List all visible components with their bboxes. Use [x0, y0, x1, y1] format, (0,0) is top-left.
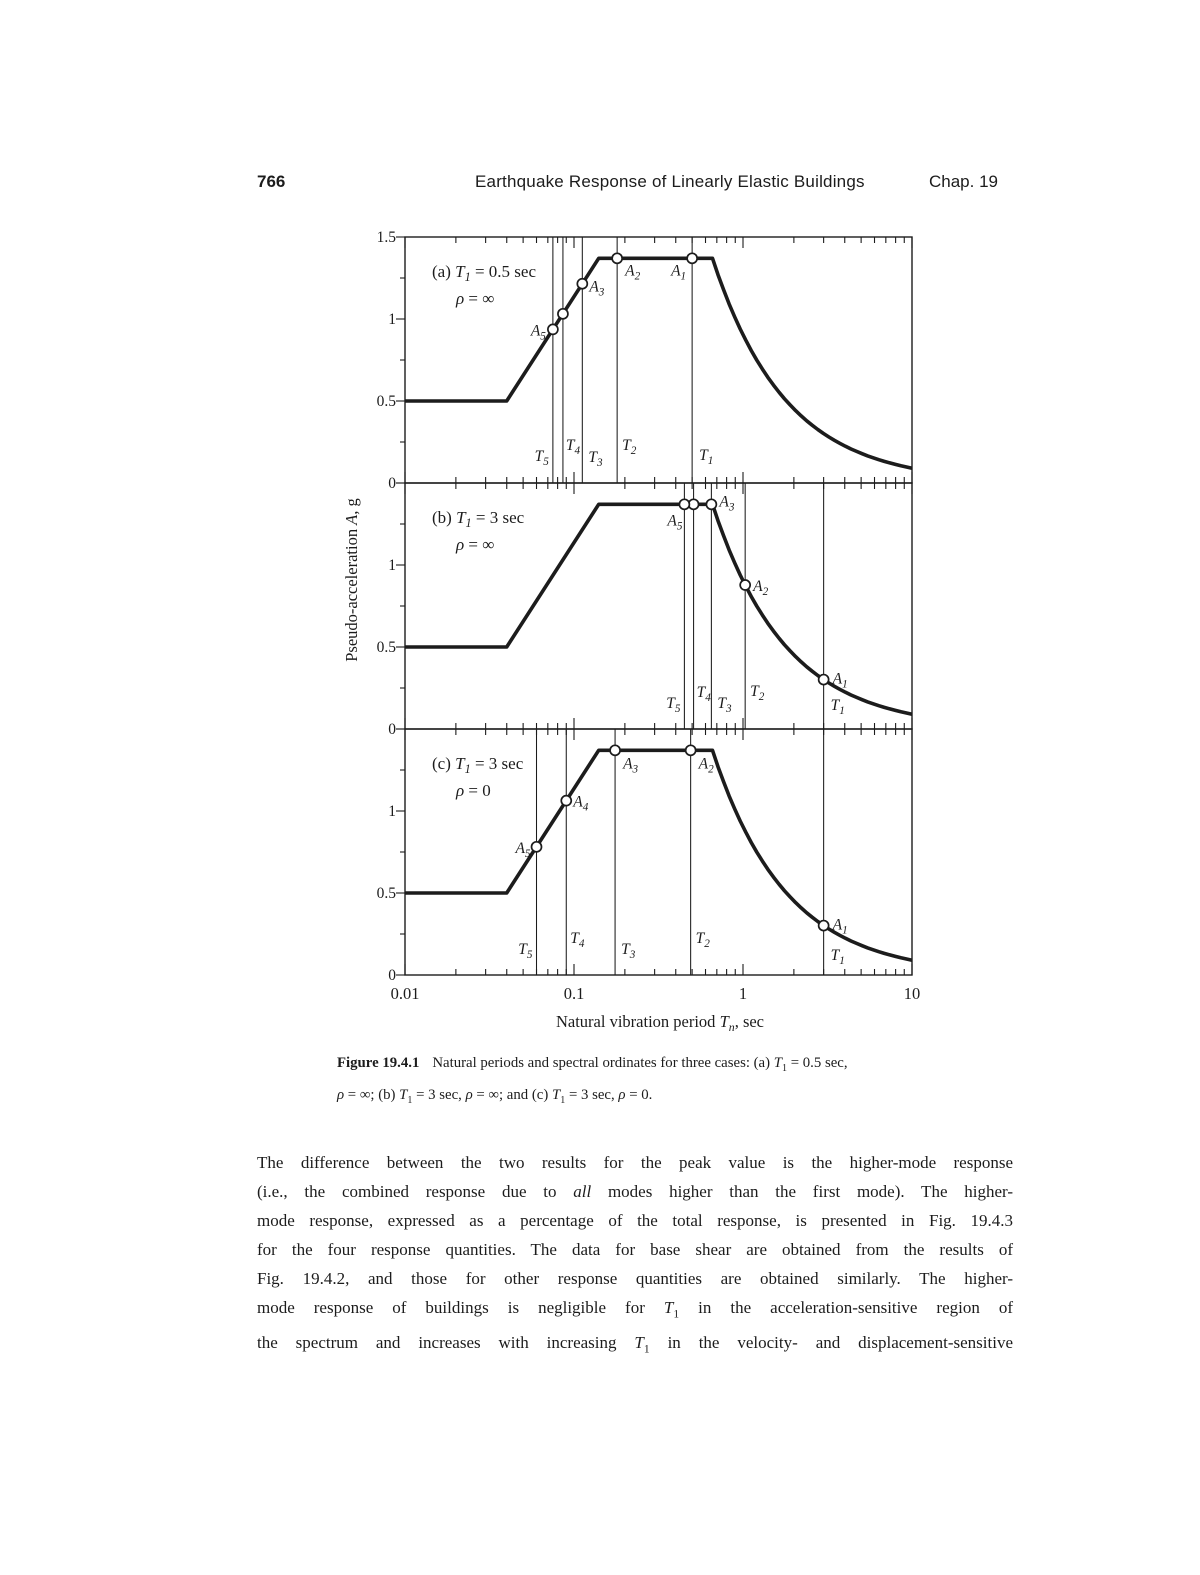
panel-b — [396, 482, 913, 730]
body-line-4: for the four response quantities. The da… — [257, 1240, 1013, 1259]
marker-b-A1 — [817, 673, 830, 686]
period-label-c-T3: T3 — [621, 941, 636, 961]
body-line-6: mode response of buildings is negligible… — [257, 1298, 1014, 1321]
panel-c — [396, 728, 913, 976]
marker-label-b-A2: A2 — [752, 578, 768, 598]
caption-text: Natural periods and spectral ordinates f… — [432, 1055, 848, 1074]
spectrum-curve-b — [405, 502, 913, 716]
period-label-c-T4: T4 — [570, 930, 585, 950]
period-label-b-T2: T2 — [750, 683, 765, 703]
period-label-b-T1: T1 — [831, 697, 845, 717]
y-axis-title: Pseudo-acceleration A, g — [342, 498, 361, 662]
marker-label-b-A5: A5 — [666, 512, 682, 532]
caption-line-1: Figure 19.4.1 Natural periods and spectra… — [337, 1050, 977, 1082]
marker-a-A3 — [576, 277, 589, 290]
body-paragraph: The difference between the two results f… — [257, 1148, 1013, 1364]
x-tick-label-0.1: 0.1 — [564, 984, 585, 1003]
y-tick-label-c: 0 — [388, 967, 396, 984]
marker-a-A5 — [547, 323, 559, 336]
caption-line-2: ρ = ∞; (b) T1 = 3 sec, ρ = ∞; and (c) T1… — [337, 1086, 653, 1106]
body-line-3: mode response, expressed as a percentage… — [257, 1211, 1013, 1230]
y-tick-label-c: 0.5 — [377, 885, 397, 902]
y-tick-label-b: 0.5 — [377, 639, 397, 656]
marker-label-b-A1: A1 — [832, 671, 848, 691]
body-line-5: Fig. 19.4.2, and those for other respons… — [257, 1269, 1013, 1288]
marker-c-A4 — [560, 794, 573, 807]
period-label-c-T5: T5 — [518, 941, 533, 961]
marker-label-a-A1: A1 — [670, 262, 686, 282]
marker-label-c-A4: A4 — [572, 794, 588, 814]
marker-label-a-A2: A2 — [624, 262, 640, 282]
marker-a-A2 — [611, 252, 623, 265]
body-line-1: The difference between the two results f… — [257, 1153, 1013, 1172]
marker-label-a-A5: A5 — [530, 322, 546, 342]
caption-label: Figure 19.4.1 — [337, 1055, 420, 1071]
y-tick-label-a: 1 — [388, 311, 396, 328]
marker-label-a-A3: A3 — [588, 279, 604, 299]
marker-c-A2 — [684, 744, 697, 757]
y-tick-label-c: 1 — [388, 803, 396, 820]
body-line-7: the spectrum and increases with increasi… — [257, 1333, 1013, 1356]
y-tick-label-a: 0.5 — [377, 393, 397, 410]
chapter-label: Chap. 19 — [929, 172, 998, 191]
marker-c-A5 — [530, 840, 543, 853]
y-tick-label-b: 1 — [388, 557, 396, 574]
marker-a-A1 — [686, 252, 698, 265]
x-tick-label-10: 10 — [904, 984, 921, 1003]
panel-annotation-a-line1: (a) T1 = 0.5 sec — [432, 262, 536, 284]
period-label-b-T5: T5 — [666, 695, 681, 715]
x-axis-title: Natural vibration period Tn, sec — [556, 1012, 764, 1034]
marker-a-A4 — [557, 307, 569, 320]
marker-b-A5 — [678, 498, 691, 511]
period-label-a-T2: T2 — [622, 437, 637, 457]
marker-label-c-A5: A5 — [514, 840, 530, 860]
marker-b-A3 — [705, 498, 718, 511]
marker-c-A1 — [817, 919, 830, 932]
period-label-c-T1: T1 — [831, 947, 845, 967]
body-line-2: (i.e., the combined response due to all … — [257, 1182, 1013, 1201]
marker-label-b-A3: A3 — [718, 493, 734, 513]
marker-b-A2 — [739, 579, 752, 591]
spectrum-curve-a — [405, 256, 913, 470]
period-label-c-T2: T2 — [696, 930, 711, 950]
panel-annotation-b-line1: (b) T1 = 3 sec — [432, 508, 525, 530]
panel-annotation-a-line2: ρ = ∞ — [455, 289, 494, 308]
running-head-title: Earthquake Response of Linearly Elastic … — [475, 172, 865, 191]
spectrum-curve-c — [405, 748, 913, 962]
period-label-a-T1: T1 — [699, 447, 713, 467]
period-label-a-T5: T5 — [535, 448, 550, 468]
panel-annotation-c-line2: ρ = 0 — [455, 781, 491, 800]
marker-label-c-A1: A1 — [832, 917, 848, 937]
period-label-b-T4: T4 — [697, 684, 712, 704]
figure-caption: Figure 19.4.1 Natural periods and spectra… — [337, 1050, 977, 1114]
marker-label-c-A3: A3 — [622, 755, 638, 775]
y-tick-label-b: 0 — [388, 721, 396, 738]
period-label-a-T4: T4 — [566, 437, 581, 457]
period-label-a-T3: T3 — [588, 449, 603, 469]
y-tick-label-a: 0 — [388, 475, 396, 492]
panel-annotation-b-line2: ρ = ∞ — [455, 535, 494, 554]
period-label-b-T3: T3 — [717, 695, 732, 715]
x-tick-label-1: 1 — [739, 984, 747, 1003]
marker-label-c-A2: A2 — [698, 755, 714, 775]
panel-annotation-c-line1: (c) T1 = 3 sec — [432, 754, 524, 776]
marker-c-A3 — [609, 744, 621, 757]
y-tick-label-a: 1.5 — [377, 229, 397, 246]
page-number: 766 — [257, 172, 286, 191]
x-tick-label-0.01: 0.01 — [391, 984, 420, 1003]
